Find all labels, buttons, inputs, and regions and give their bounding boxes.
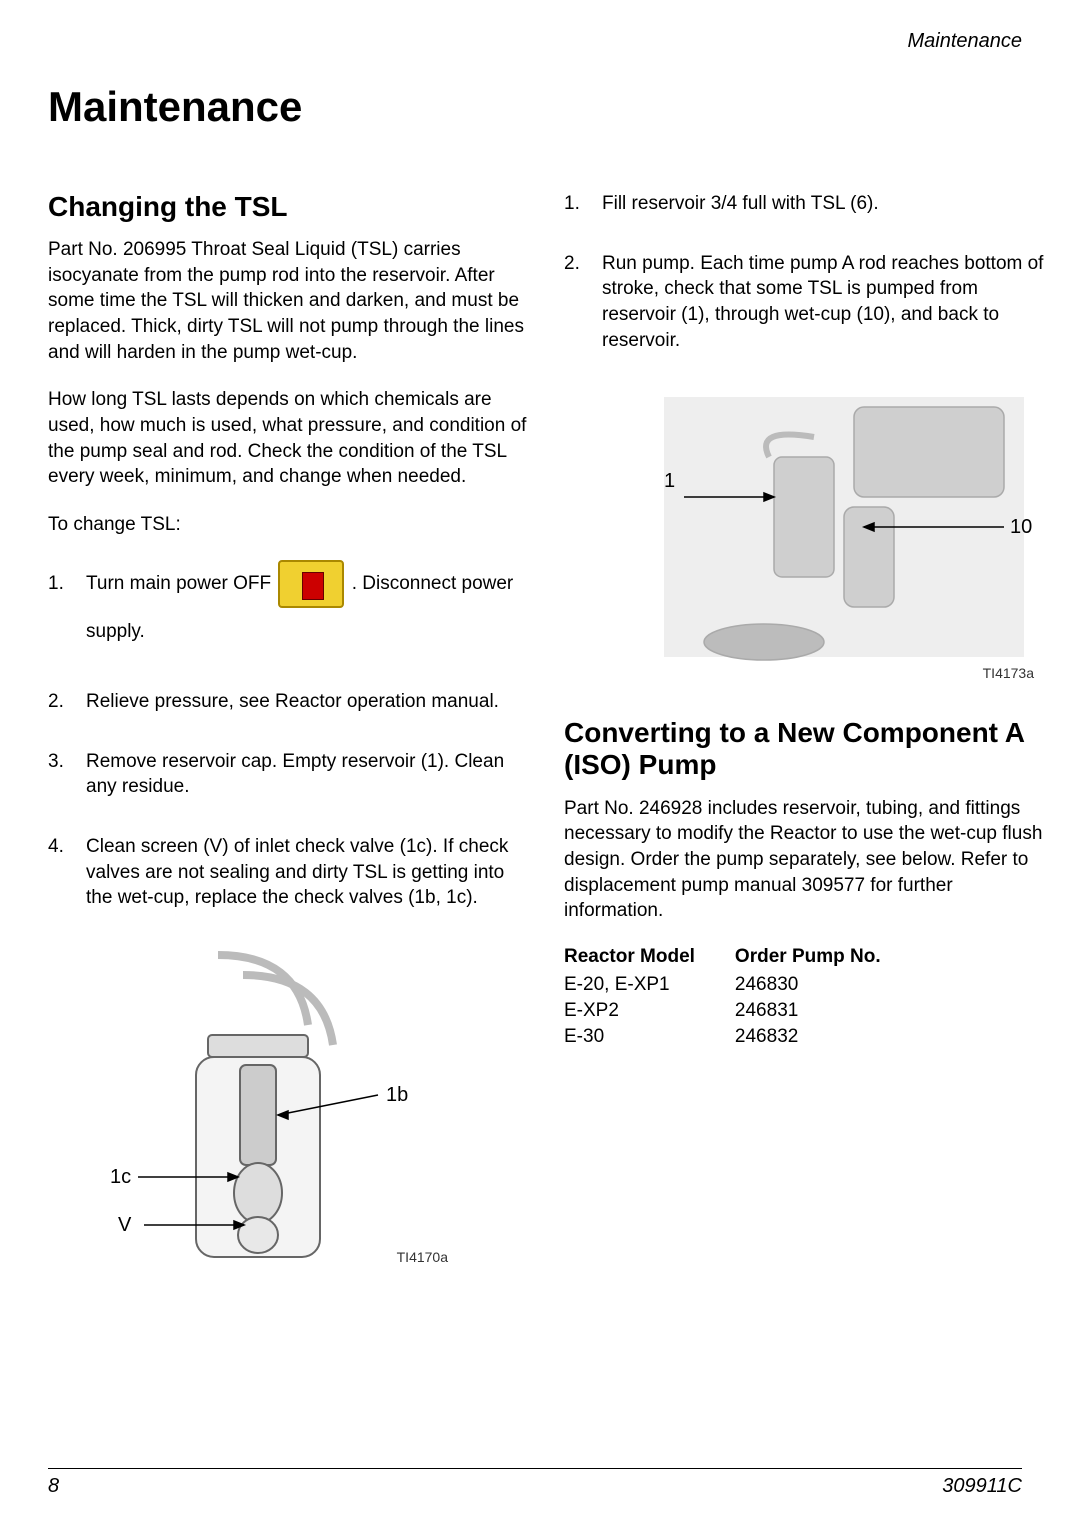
page-footer: 8 309911C xyxy=(48,1468,1022,1498)
figure-ti4170a: 1b 1c V TI4170a xyxy=(48,945,528,1305)
para-3: To change TSL: xyxy=(48,512,528,538)
step-3: Remove reservoir cap. Empty reservoir (1… xyxy=(48,749,528,800)
fig1-label-v: V xyxy=(118,1214,132,1236)
page-title: Maintenance xyxy=(48,83,1022,131)
table-cell: 246830 xyxy=(735,972,921,998)
step-2: Relieve pressure, see Reactor operation … xyxy=(48,689,528,715)
running-head: Maintenance xyxy=(48,30,1022,53)
table-row: E-20, E-XP1 246830 xyxy=(564,972,921,998)
step-4: Clean screen (V) of inlet check valve (1… xyxy=(48,834,528,911)
step-1-text-a: Turn main power OFF xyxy=(86,573,276,594)
right-column: Fill reservoir 3/4 full with TSL (6). Ru… xyxy=(564,191,1044,1335)
fig2-label-10: 10 xyxy=(1010,516,1032,538)
table-cell: E-30 xyxy=(564,1024,735,1050)
table-cell: E-XP2 xyxy=(564,998,735,1024)
step-1: Turn main power OFF . Disconnect power s… xyxy=(48,560,528,656)
para-2: How long TSL lasts depends on which chem… xyxy=(48,387,528,490)
step-5: Fill reservoir 3/4 full with TSL (6). xyxy=(564,191,1044,217)
table-row: E-30 246832 xyxy=(564,1024,921,1050)
section-heading-changing-tsl: Changing the TSL xyxy=(48,191,528,223)
footer-page-number: 8 xyxy=(48,1475,59,1498)
figure-ti4173a: 1 10 TI4173a xyxy=(564,387,1044,687)
para-1: Part No. 206995 Throat Seal Liquid (TSL)… xyxy=(48,237,528,365)
power-switch-icon xyxy=(278,560,344,608)
fig1-label-1b: 1b xyxy=(386,1084,408,1106)
fig2-label-1: 1 xyxy=(664,470,675,492)
table-header-model: Reactor Model xyxy=(564,946,735,972)
fig1-caption: TI4170a xyxy=(397,1249,448,1265)
para-4: Part No. 246928 includes reservoir, tubi… xyxy=(564,796,1044,924)
footer-doc-number: 309911C xyxy=(942,1475,1022,1498)
table-cell: E-20, E-XP1 xyxy=(564,972,735,998)
fig1-label-1c: 1c xyxy=(110,1166,131,1188)
table-cell: 246832 xyxy=(735,1024,921,1050)
pump-order-table: Reactor Model Order Pump No. E-20, E-XP1… xyxy=(564,946,921,1050)
table-row: E-XP2 246831 xyxy=(564,998,921,1024)
table-header-pump: Order Pump No. xyxy=(735,946,921,972)
section-heading-converting: Converting to a New Component A (ISO) Pu… xyxy=(564,717,1044,781)
left-column: Changing the TSL Part No. 206995 Throat … xyxy=(48,191,528,1335)
table-cell: 246831 xyxy=(735,998,921,1024)
fig2-caption: TI4173a xyxy=(983,665,1034,681)
step-6: Run pump. Each time pump A rod reaches b… xyxy=(564,251,1044,354)
